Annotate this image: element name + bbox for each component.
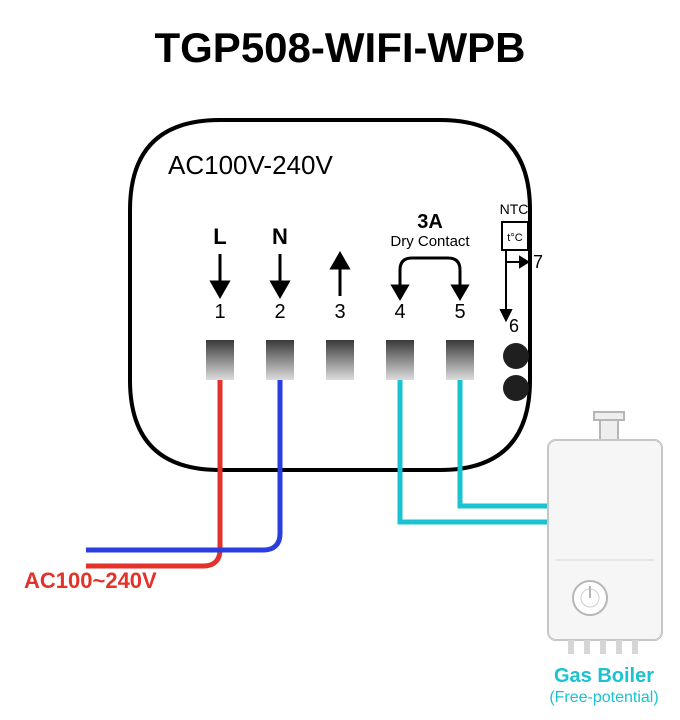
dry-contact-label: Dry Contact [390,233,470,250]
terminal-num-2: 2 [274,301,285,323]
terminal-label-NTC: NTC [500,201,529,217]
terminal-num-4: 4 [394,301,405,323]
gas-boiler [548,412,662,654]
terminal-label-3A: 3A [417,211,443,233]
terminal-label-L: L [213,224,226,249]
dot-7 [503,343,529,369]
terminal-num-6: 6 [509,316,519,336]
terminal-num-5: 5 [454,301,465,323]
terminal-num-7: 7 [533,252,543,272]
terminal-num-3: 3 [334,301,345,323]
wiring-diagram: TGP508-WIFI-WPB AC100V-240V L N 3A NTC D… [0,0,680,720]
boiler-label-2: (Free-potential) [549,689,658,706]
ntc-box-label: t°C [507,232,522,244]
product-title: TGP508-WIFI-WPB [154,24,525,71]
dot-6 [503,375,529,401]
terminal-num-1: 1 [214,301,225,323]
module-voltage-label: AC100V-240V [168,150,333,180]
ac-power-label: AC100~240V [24,568,157,593]
module-body: AC100V-240V L N 3A NTC Dry Contact 1 2 3… [130,120,543,470]
boiler-label-1: Gas Boiler [554,665,654,687]
terminal-label-N: N [272,224,288,249]
